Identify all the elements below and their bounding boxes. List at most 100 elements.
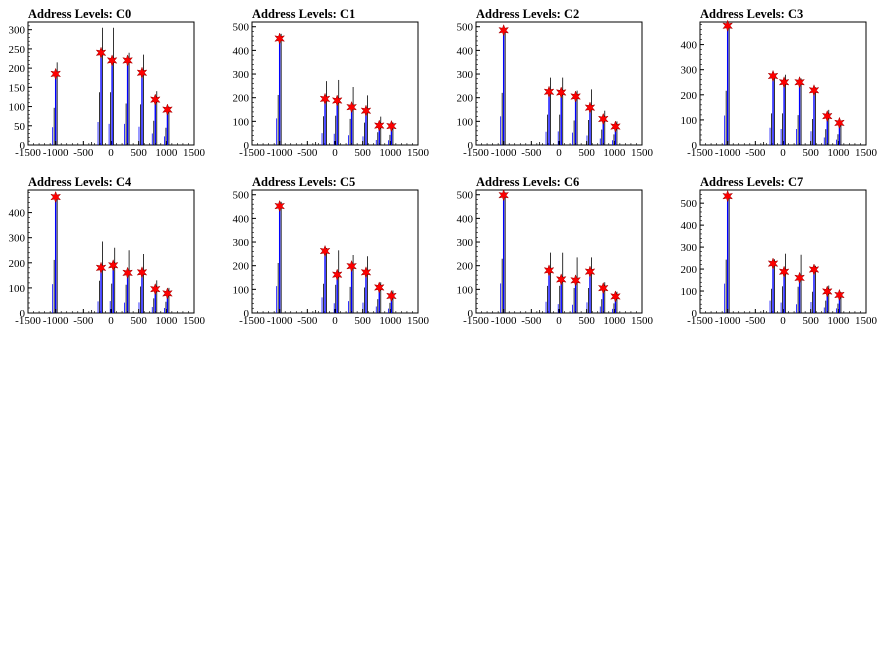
peak-marker (136, 66, 148, 79)
x-tick-label: 500 (130, 315, 147, 327)
x-tick-label: -1500 (15, 315, 41, 327)
peak-marker (722, 19, 734, 33)
histogram (500, 192, 618, 313)
y-tick-label: 100 (457, 284, 474, 296)
peak-marker (778, 75, 790, 89)
chart-panel-2: Address Levels: C20100200300400500-1500-… (457, 7, 654, 159)
x-tick-label: 500 (354, 315, 371, 327)
x-tick-label: 1500 (183, 315, 206, 327)
y-tick-label: 200 (9, 258, 26, 270)
peak-marker (162, 103, 173, 116)
chart-title: Address Levels: C3 (700, 7, 803, 21)
x-tick-label: 1000 (379, 315, 402, 327)
peak-marker (555, 86, 567, 99)
x-tick-label: -1000 (267, 147, 293, 159)
x-tick-label: -1500 (463, 147, 489, 159)
y-tick-label: 200 (9, 63, 26, 75)
chart-panel-3: Address Levels: C3 0 100 200 300 400 -1500 -100… (681, 7, 878, 159)
histogram (276, 33, 394, 145)
peak-marker (767, 257, 779, 270)
y-tick-label: 300 (457, 69, 474, 81)
x-tick-label: -1500 (463, 315, 489, 327)
y-tick-label: 0 (692, 308, 698, 320)
y-tick-label: 100 (9, 283, 26, 295)
x-tick-label: 500 (578, 315, 595, 327)
x-tick-label: 0 (108, 147, 114, 159)
y-tick-label: 100 (9, 102, 26, 114)
histogram (500, 29, 618, 145)
peak-marker (149, 282, 161, 296)
x-tick-label: 500 (130, 147, 147, 159)
peak-marker (319, 92, 331, 106)
peak-marker (331, 268, 343, 281)
y-tick-label: 0 (244, 140, 250, 152)
y-tick-label: 100 (681, 286, 698, 298)
y-tick-label: 500 (681, 198, 698, 210)
y-tick-label: 400 (233, 213, 250, 225)
y-tick-label: 0 (244, 308, 250, 320)
x-tick-label: -1500 (239, 147, 265, 159)
histogram (276, 201, 394, 313)
y-tick-label: 300 (9, 233, 26, 245)
y-tick-label: 400 (9, 208, 26, 220)
peak-marker (722, 189, 734, 203)
x-tick-label: -1000 (715, 147, 741, 159)
x-tick-label: 1500 (407, 315, 430, 327)
peak-marker (346, 100, 358, 114)
chart-title: Address Levels: C1 (252, 7, 355, 21)
x-tick-label: 1500 (631, 315, 654, 327)
y-tick-label: 200 (457, 261, 474, 273)
peak-marker (274, 199, 286, 213)
peak-marker (386, 289, 397, 303)
x-tick-label: 500 (354, 147, 371, 159)
y-tick-label: 50 (14, 121, 26, 133)
y-tick-label: 100 (457, 116, 474, 128)
y-tick-label: 400 (457, 45, 474, 57)
histogram (52, 195, 170, 313)
x-tick-label: 0 (332, 147, 338, 159)
x-tick-label: 500 (578, 147, 595, 159)
peak-marker (373, 119, 385, 132)
peak-marker (319, 244, 331, 258)
chart-title: Address Levels: C4 (28, 175, 132, 189)
y-tick-label: 200 (457, 93, 474, 105)
y-tick-label: 100 (233, 284, 250, 296)
x-tick-label: 1000 (603, 147, 626, 159)
y-tick-label: 100 (681, 115, 698, 127)
x-tick-label: 0 (556, 315, 562, 327)
x-tick-label: -500 (297, 147, 318, 159)
peak-marker (834, 116, 845, 130)
x-tick-label: -500 (745, 315, 766, 327)
x-tick-label: -1000 (43, 315, 69, 327)
y-tick-label: 400 (457, 213, 474, 225)
y-tick-label: 200 (233, 261, 250, 273)
histogram (724, 194, 842, 313)
y-tick-label: 500 (233, 190, 250, 202)
x-tick-label: -1000 (491, 147, 517, 159)
peak-marker (778, 265, 790, 278)
peak-marker (543, 85, 555, 99)
y-tick-label: 300 (457, 237, 474, 249)
x-tick-label: 500 (802, 147, 819, 159)
x-tick-label: 0 (556, 147, 562, 159)
x-tick-label: 500 (802, 315, 819, 327)
y-tick-label: 150 (9, 82, 26, 94)
y-tick-label: 0 (468, 140, 474, 152)
chart-title: Address Levels: C5 (252, 175, 355, 189)
peak-marker (821, 285, 833, 298)
x-tick-label: 1000 (827, 315, 850, 327)
x-tick-label: 0 (780, 147, 786, 159)
peak-marker (373, 281, 385, 294)
x-tick-label: -500 (73, 315, 94, 327)
chart-panel-7: Address Levels: C70100200300400500-1500-… (681, 175, 878, 327)
y-tick-label: 300 (233, 237, 250, 249)
peak-marker (107, 259, 119, 272)
x-tick-label: 1000 (827, 147, 850, 159)
peak-marker (570, 274, 582, 287)
x-tick-label: -1500 (15, 147, 41, 159)
x-tick-label: 1000 (155, 147, 178, 159)
peak-marker (122, 54, 134, 67)
peak-marker (50, 190, 62, 204)
x-tick-label: -500 (521, 315, 542, 327)
